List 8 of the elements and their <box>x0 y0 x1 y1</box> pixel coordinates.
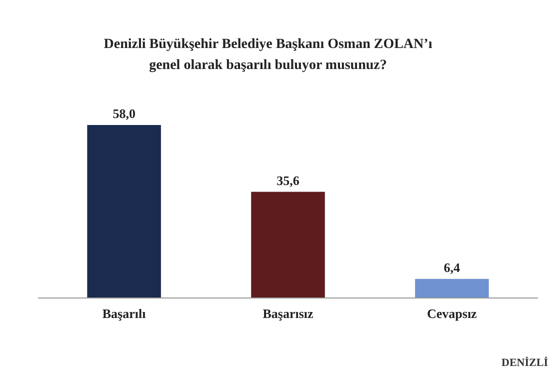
data-label: 35,6 <box>276 172 300 188</box>
chart-title: Denizli Büyükşehir Belediye Başkanı Osman ZOLAN’ı genel olarak başarılı buluyor musunuz? <box>104 37 432 73</box>
text: DENİZLİ <box>502 356 548 369</box>
x-tick-label: Başarısız <box>262 306 314 321</box>
x-tick-label: Başarılı <box>102 306 146 321</box>
data-label: 6,4 <box>444 260 461 275</box>
data-label: 58,0 <box>112 106 136 121</box>
x-tick-label: Cevapsız <box>427 306 478 321</box>
